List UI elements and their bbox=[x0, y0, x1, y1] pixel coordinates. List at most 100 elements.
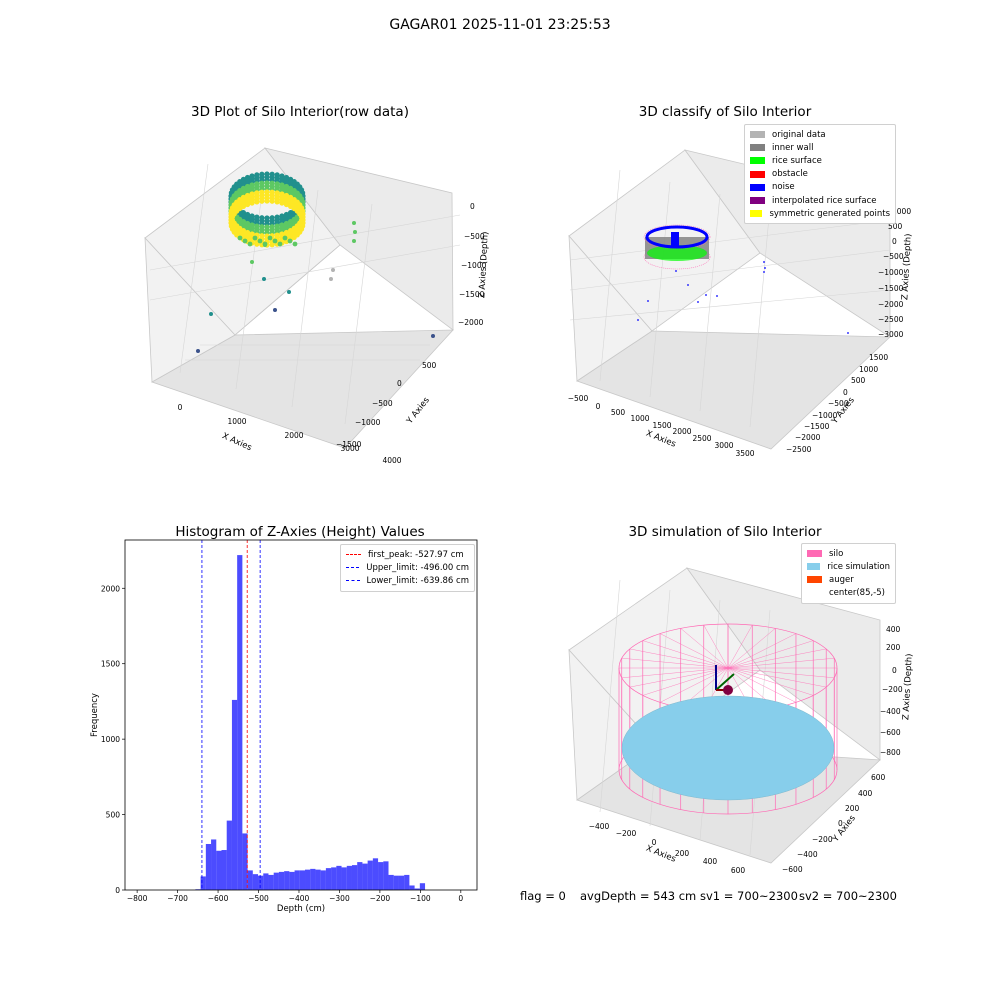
classify3d-point bbox=[637, 319, 639, 321]
classify3d-x-tick: 0 bbox=[596, 402, 601, 411]
raw3d-z-tick: −1500 bbox=[459, 290, 485, 299]
sim3d-x-ticks: −400 −200 0 200 400 600 bbox=[589, 822, 746, 875]
classify3d-point bbox=[705, 294, 707, 296]
hist-x-ticks: −800 −700 −600 −500 −400 −300 −200 −100 0 bbox=[127, 890, 463, 903]
raw3d-point bbox=[300, 217, 306, 223]
raw3d-z-ticks: 0 −500 −1000 −1500 −2000 bbox=[458, 202, 487, 327]
raw3d-point bbox=[352, 239, 356, 243]
sim3d-x-tick: 600 bbox=[731, 866, 746, 875]
sim3d-z-tick: −800 bbox=[880, 748, 901, 757]
classify3d-x-tick: −500 bbox=[568, 394, 589, 403]
legend-entry: rice surface bbox=[750, 154, 890, 167]
raw3d-y-tick: 0 bbox=[397, 379, 402, 388]
raw3d-point bbox=[283, 201, 290, 208]
raw3d-point bbox=[273, 308, 277, 312]
sim3d-y-tick: 0 bbox=[838, 819, 843, 828]
sim3d-mesh-spoke bbox=[727, 633, 797, 669]
raw3d-point bbox=[262, 277, 266, 281]
legend-label: interpolated rice surface bbox=[772, 195, 877, 206]
raw3d-y-ticks: 500 0 −500 −1000 −1500 bbox=[336, 361, 437, 449]
raw3d-point bbox=[196, 349, 200, 353]
raw3d-point bbox=[254, 199, 260, 205]
sim3d-rice-surface bbox=[621, 695, 835, 801]
hist-y-tick: 2000 bbox=[101, 584, 120, 593]
raw3d-point bbox=[244, 201, 251, 208]
hist-bar bbox=[409, 885, 415, 890]
hist-bar bbox=[362, 863, 368, 890]
classify3d-point bbox=[697, 301, 699, 303]
raw3d-y-tick: −500 bbox=[372, 399, 393, 408]
classify3d-point bbox=[647, 300, 649, 302]
hist-bar bbox=[252, 874, 259, 890]
classify3d-z-tick: −500 bbox=[883, 252, 904, 261]
hist-bar bbox=[231, 699, 238, 890]
classify3d-point bbox=[847, 332, 849, 334]
raw3d-z-label: Z Axies (Depth) bbox=[477, 231, 490, 298]
sim3d-x-tick: 400 bbox=[703, 857, 718, 866]
legend-label: original data bbox=[772, 129, 826, 140]
hist-x-tick: −600 bbox=[208, 894, 229, 903]
sim3d-mesh-spoke bbox=[629, 667, 729, 688]
hist-bar bbox=[378, 862, 384, 890]
raw3d-stray-points bbox=[196, 221, 435, 353]
sim3d-y-tick: −400 bbox=[797, 850, 818, 859]
classify3d-x-tick: 3000 bbox=[714, 441, 733, 450]
hist-x-tick: −700 bbox=[167, 894, 188, 903]
classify3d-y-tick: −500 bbox=[828, 399, 849, 408]
sim3d-mesh-spoke bbox=[642, 640, 729, 669]
hist-bar bbox=[351, 865, 358, 890]
hist-x-tick: −200 bbox=[370, 894, 391, 903]
hist-bar bbox=[325, 868, 332, 890]
raw3d-ring bbox=[228, 171, 306, 248]
sim3d-mesh-spoke bbox=[727, 667, 814, 696]
classify3d-x-tick: 2000 bbox=[672, 427, 691, 436]
sim3d-x-tick: −200 bbox=[616, 829, 637, 838]
sim3d-z-tick: 200 bbox=[886, 643, 901, 652]
raw3d-x-ticks: 0 1000 2000 3000 4000 bbox=[178, 403, 402, 465]
raw3d-point bbox=[249, 200, 255, 206]
sim3d-auger bbox=[715, 665, 735, 695]
hist-x-tick: −400 bbox=[289, 894, 310, 903]
classify3d-gridlines bbox=[569, 169, 891, 428]
hist-bar bbox=[299, 870, 306, 890]
hist-bar bbox=[419, 883, 426, 890]
raw3d-point bbox=[277, 241, 283, 247]
raw3d-x-label: X Axies bbox=[220, 431, 253, 453]
legend-label: obstacle bbox=[772, 169, 808, 180]
raw3d-point bbox=[264, 198, 270, 204]
raw3d-y-label: Y Axies bbox=[404, 395, 432, 427]
hist-bar bbox=[200, 876, 206, 890]
hist-bar bbox=[331, 867, 337, 890]
legend-label: noise bbox=[772, 182, 795, 193]
classify3d-point bbox=[764, 267, 766, 269]
raw3d-z-tick: −500 bbox=[464, 232, 485, 241]
hist-x-tick: −500 bbox=[248, 894, 269, 903]
raw3d-z-tick: −1000 bbox=[461, 261, 487, 270]
raw3d-point bbox=[237, 235, 243, 241]
raw3d-point bbox=[292, 241, 298, 247]
sim3d-mesh-spoke bbox=[727, 667, 797, 703]
classify3d-z-tick: −2000 bbox=[878, 300, 904, 309]
status-avg-depth: avgDepth = 543 cm bbox=[580, 889, 697, 903]
classify3d-y-tick: −2000 bbox=[795, 433, 821, 442]
raw3d-z-tick: −2000 bbox=[458, 318, 484, 327]
hist-bar bbox=[404, 874, 410, 890]
legend-entry: center(85,-5) bbox=[807, 587, 890, 600]
classify3d-x-tick: 500 bbox=[611, 408, 626, 417]
hist-bar bbox=[284, 871, 290, 890]
sim3d-plot: −400 −200 0 200 400 600 600 400 200 0 −2… bbox=[568, 567, 915, 875]
hist-bar bbox=[315, 869, 321, 890]
classify3d-y-tick: −1000 bbox=[812, 411, 838, 420]
raw3d-x-tick: 0 bbox=[178, 403, 183, 412]
sim3d-x-tick: 0 bbox=[652, 838, 657, 847]
hist-bar bbox=[320, 870, 326, 890]
legend-label: silo bbox=[829, 548, 844, 559]
figure-title: GAGAR01 2025-11-01 23:25:53 bbox=[389, 17, 611, 33]
legend-entry: first_peak: -527.97 cm bbox=[346, 548, 469, 561]
raw3d-point bbox=[267, 235, 273, 241]
sim3d-mesh-spoke bbox=[727, 640, 814, 669]
classify3d-title: 3D classify of Silo Interior bbox=[638, 104, 812, 120]
hist-bar bbox=[336, 865, 342, 890]
raw3d-plot: 0 1000 2000 3000 4000 500 0 −500 −1000 −… bbox=[144, 147, 490, 465]
legend-label: rice simulation bbox=[827, 561, 890, 572]
